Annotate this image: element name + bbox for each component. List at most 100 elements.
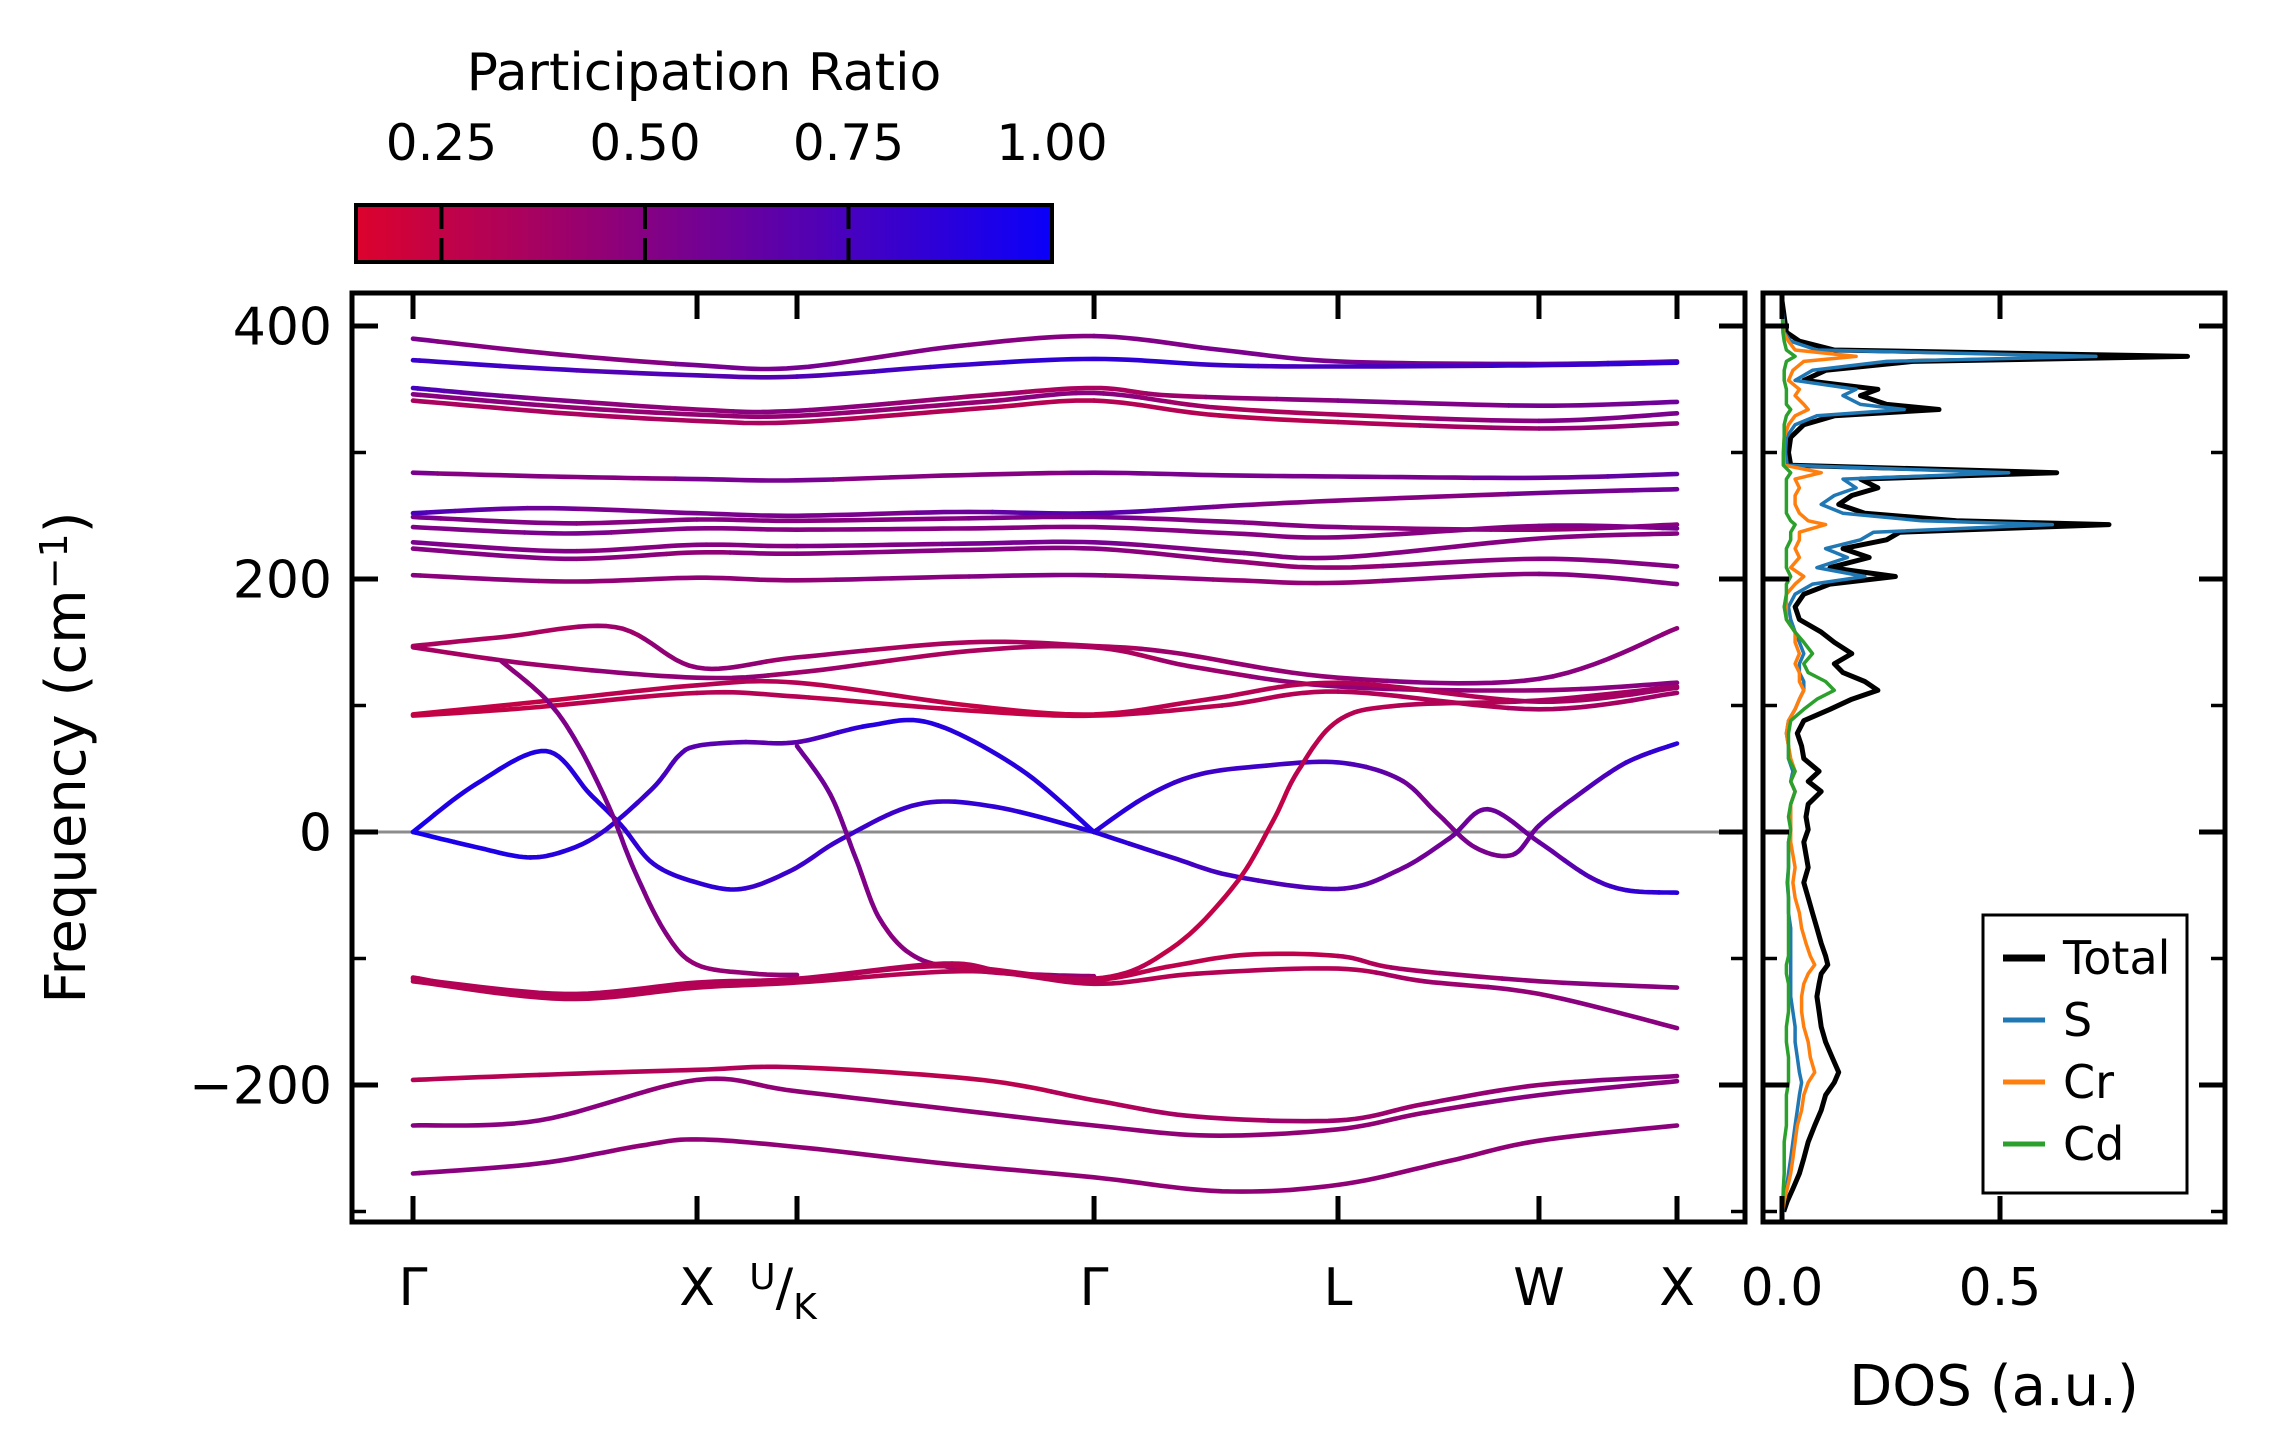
band-line (1256, 363, 1494, 369)
k-label: X (679, 1258, 715, 1318)
y-tick-label: −200 (189, 1057, 332, 1117)
band-line (1335, 419, 1423, 428)
band-line (544, 698, 573, 734)
band-line (1660, 625, 1680, 637)
band-line (522, 530, 614, 536)
band-line (1536, 413, 1646, 424)
band-line (435, 471, 678, 482)
band-line (1572, 1073, 1680, 1085)
band-line (1335, 398, 1511, 408)
band-line (806, 515, 972, 524)
band-line (416, 1088, 650, 1128)
band-line (830, 342, 972, 367)
band-line (575, 682, 700, 700)
band-line (497, 363, 579, 373)
dos-x-tick-label: 0.5 (1959, 1258, 2042, 1318)
band-line (1342, 881, 1370, 891)
band-line (794, 524, 1354, 540)
band-line (940, 539, 1132, 547)
band-line (1001, 356, 1194, 367)
band-line (1123, 703, 1225, 717)
band-line (1230, 660, 1390, 684)
band-line (1126, 841, 1161, 856)
colorbar-tick-label: 1.00 (996, 114, 1107, 172)
band-line (1489, 417, 1542, 424)
band-line (1211, 502, 1256, 510)
band-line (673, 361, 836, 372)
band-line (589, 800, 641, 842)
band-line (1396, 699, 1518, 708)
band-line (1578, 680, 1680, 692)
band-line (1421, 978, 1491, 990)
band-line (1138, 395, 1173, 405)
dos-curve-cd (1780, 300, 1837, 1212)
band-line (547, 749, 614, 818)
band-line (525, 505, 581, 512)
band-line (1665, 741, 1680, 749)
band-line (1578, 869, 1601, 884)
band-line (1385, 676, 1542, 686)
band-line (807, 401, 891, 413)
colorbar-gradient-bar (354, 203, 1054, 264)
dos-panel-frame (1760, 290, 2228, 1225)
band-line (1210, 577, 1386, 586)
band-line (1363, 764, 1388, 776)
dos-curves (1779, 300, 2190, 1213)
band-line (1152, 506, 1181, 513)
band-line (1103, 573, 1216, 582)
band-line (730, 408, 789, 415)
band-line (574, 517, 700, 526)
k-label: Γ (399, 1258, 428, 1318)
band-line (1349, 523, 1542, 540)
band-line (1172, 763, 1269, 785)
dos-panel-ticks (1763, 293, 2225, 1222)
band-line (1069, 470, 1476, 481)
band-line (1561, 980, 1680, 990)
band-line (1256, 878, 1347, 892)
band-line (641, 889, 671, 940)
band-line (645, 1076, 1472, 1138)
band-line (1647, 744, 1671, 755)
band-line (805, 733, 829, 743)
band-line (703, 525, 800, 533)
band-line (1103, 546, 1216, 562)
band-line (410, 539, 444, 547)
band-line (1605, 471, 1680, 479)
band-line (1512, 823, 1542, 856)
band-line (417, 358, 503, 369)
band-line (1450, 806, 1542, 845)
band-line (1134, 780, 1178, 805)
band-line (1199, 345, 1476, 367)
band-line (682, 739, 744, 753)
band-line (863, 639, 1144, 653)
band-line (589, 667, 771, 681)
band-line (1141, 1107, 1271, 1123)
band-line (694, 678, 812, 688)
band-line (1606, 760, 1629, 776)
band-line (661, 759, 676, 778)
band-line (1536, 571, 1680, 587)
band-line (1281, 689, 1341, 698)
k-label: Γ (1080, 1258, 1109, 1318)
colorbar: Participation Ratio 0.25 0.50 0.75 1.00 (354, 43, 1108, 264)
band-panel-ticks (352, 293, 1745, 1222)
band-line (863, 643, 1163, 667)
band-line (410, 546, 579, 562)
band-line (886, 395, 957, 407)
band-line (1203, 394, 1279, 402)
band-line (1630, 399, 1680, 407)
band-line (833, 574, 972, 583)
band-line (1417, 792, 1518, 859)
band-line (1066, 806, 1097, 835)
colorbar-title: Participation Ratio (467, 43, 942, 103)
band-line (1488, 526, 1598, 533)
band-line (668, 405, 736, 414)
dos-curve-s (1780, 300, 2098, 1212)
band-line (765, 661, 869, 678)
band-line (806, 695, 945, 711)
band-line (1605, 360, 1680, 367)
band-line (410, 510, 429, 516)
band-line (487, 505, 530, 512)
band-line (1489, 425, 1542, 431)
